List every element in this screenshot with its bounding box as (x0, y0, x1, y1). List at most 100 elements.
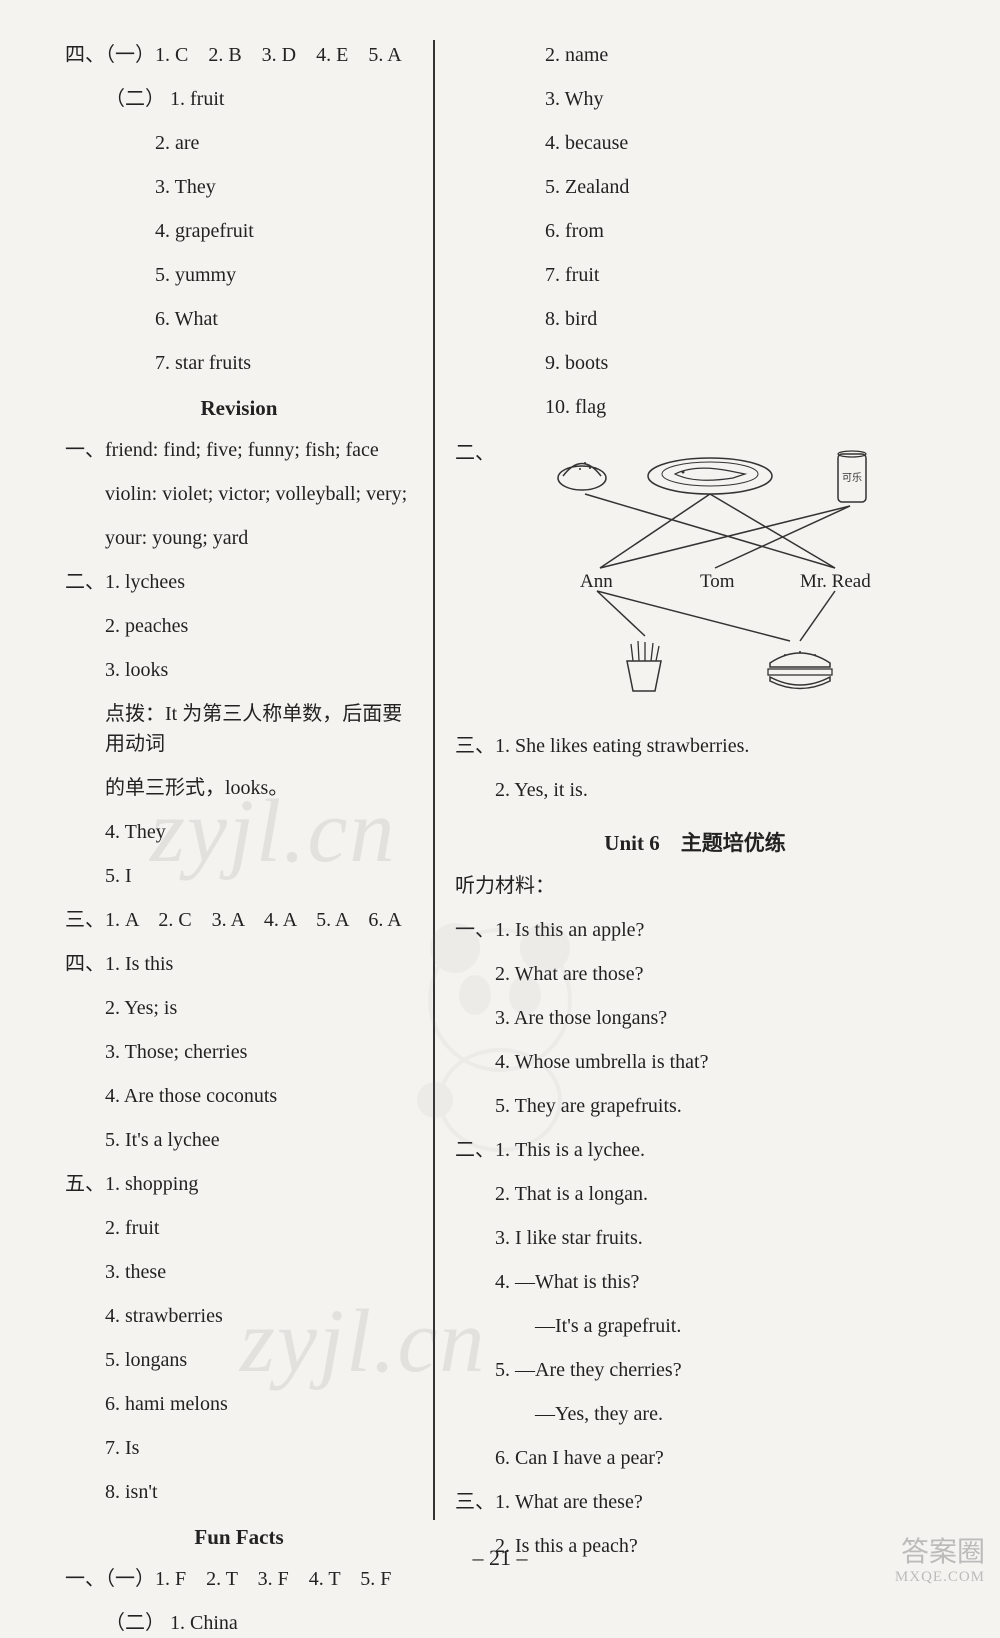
item: 5. They are grapefruits. (455, 1091, 935, 1121)
content: 1. This is a lychee. (495, 1139, 645, 1161)
text: 三、1. A 2. C 3. A 4. A 5. A 6. A (65, 905, 413, 935)
section-title-funfacts: Fun Facts (65, 1525, 413, 1550)
label: 二、 (65, 571, 105, 593)
item: 7. fruit (455, 260, 935, 290)
item: 7. Is (65, 1433, 413, 1463)
item: 6. hami melons (65, 1389, 413, 1419)
text: 三、1. She likes eating strawberries. (455, 731, 935, 761)
section-title-revision: Revision (65, 396, 413, 421)
note: 的单三形式，looks。 (65, 773, 413, 803)
label: 五、 (65, 1173, 105, 1195)
text: 二、1. This is a lychee. (455, 1135, 935, 1165)
item: 8. bird (455, 304, 935, 334)
item: 3. Are those longans? (455, 1003, 935, 1033)
text: violin: violet; victor; volleyball; very… (65, 479, 413, 509)
item: 3. Why (455, 84, 935, 114)
item: 5. It's a lychee (65, 1125, 413, 1155)
item: 2. Yes; is (65, 993, 413, 1023)
item: 4. —What is this? (455, 1267, 935, 1297)
text: 五、1. shopping (65, 1169, 413, 1199)
content: 1. What are these? (495, 1491, 643, 1513)
fish-plate-icon (645, 446, 775, 502)
text: （二） 1. fruit (65, 84, 413, 114)
content: 1. lychees (105, 571, 185, 593)
label: 二、 (455, 1139, 495, 1161)
person-tom: Tom (700, 571, 735, 593)
item: 3. I like star fruits. (455, 1223, 935, 1253)
item: 2. fruit (65, 1213, 413, 1243)
diagram-row: 二、 可乐 Ann Tom Mr. Read (455, 436, 935, 731)
note: 点拨：It 为第三人称单数，后面要用动词 (65, 699, 413, 759)
text: 一、friend: find; five; funny; fish; face (65, 435, 413, 465)
corner-watermark: 答案圈 MXQE.COM (895, 1538, 985, 1585)
item: 4. Whose umbrella is that? (455, 1047, 935, 1077)
item: —It's a grapefruit. (455, 1311, 935, 1341)
item: 2. peaches (65, 611, 413, 641)
item: 6. What (65, 304, 413, 334)
text: 四、（一）1. C 2. B 3. D 4. E 5. A (65, 40, 413, 70)
fries-icon (615, 636, 670, 702)
item: 5. I (65, 861, 413, 891)
item: 3. these (65, 1257, 413, 1287)
item: 3. They (65, 172, 413, 202)
item: 2. What are those? (455, 959, 935, 989)
item: 5. —Are they cherries? (455, 1355, 935, 1385)
item: 5. yummy (65, 260, 413, 290)
label: 三、 (455, 735, 495, 757)
item: 4. Are those coconuts (65, 1081, 413, 1111)
item: 2. Yes, it is. (455, 775, 935, 805)
cola-icon: 可乐 (830, 446, 875, 512)
item: 4. because (455, 128, 935, 158)
page-content: 四、（一）1. C 2. B 3. D 4. E 5. A （二） 1. fru… (0, 0, 1000, 1540)
sub-label: （二） (105, 1612, 165, 1634)
item: 4. strawberries (65, 1301, 413, 1331)
item: 4. They (65, 817, 413, 847)
right-column: 2. name 3. Why 4. because 5. Zealand 6. … (440, 40, 950, 1520)
content: 1. shopping (105, 1173, 198, 1195)
item: 5. Zealand (455, 172, 935, 202)
item: 8. isn't (65, 1477, 413, 1507)
label: 三、 (455, 1491, 495, 1513)
section-label: 二、 (455, 436, 485, 731)
item: 2. That is a longan. (455, 1179, 935, 1209)
item: 4. grapefruit (65, 216, 413, 246)
item: 6. Can I have a pear? (455, 1443, 935, 1473)
item: 6. from (455, 216, 935, 246)
left-column: 四、（一）1. C 2. B 3. D 4. E 5. A （二） 1. fru… (50, 40, 428, 1520)
sub-label: （二） (105, 88, 165, 110)
item: 7. star fruits (65, 348, 413, 378)
corner-line1: 答案圈 (895, 1538, 985, 1569)
column-divider (433, 40, 435, 1520)
text: 四、1. Is this (65, 949, 413, 979)
person-mrread: Mr. Read (800, 571, 871, 593)
item: 2. are (65, 128, 413, 158)
corner-line2: MXQE.COM (895, 1569, 985, 1586)
label: 一、 (455, 919, 495, 941)
item: 1. China (170, 1612, 238, 1634)
item: —Yes, they are. (455, 1399, 935, 1429)
item: 3. looks (65, 655, 413, 685)
matching-diagram: 可乐 Ann Tom Mr. Read (515, 436, 935, 716)
item: 5. longans (65, 1345, 413, 1375)
item: 3. Those; cherries (65, 1037, 413, 1067)
text: 三、1. What are these? (455, 1487, 935, 1517)
item: 2. name (455, 40, 935, 70)
text: 一、（一）1. F 2. T 3. F 4. T 5. F (65, 1564, 413, 1594)
burger-icon (760, 641, 840, 702)
svg-text:可乐: 可乐 (842, 472, 862, 484)
label: 一、 (65, 439, 105, 461)
item: 9. boots (455, 348, 935, 378)
content: 1. She likes eating strawberries. (495, 735, 749, 757)
label: 四、 (65, 953, 105, 975)
listening-label: 听力材料： (455, 871, 935, 901)
item: 1. fruit (170, 88, 224, 110)
text: 一、1. Is this an apple? (455, 915, 935, 945)
text: your: young; yard (65, 523, 413, 553)
content: 1. Is this (105, 953, 173, 975)
text: 二、1. lychees (65, 567, 413, 597)
text: （二） 1. China (65, 1608, 413, 1638)
section-title-unit6: Unit 6 主题培优练 (455, 827, 935, 857)
item: 10. flag (455, 392, 935, 422)
content: 1. Is this an apple? (495, 919, 644, 941)
content: friend: find; five; funny; fish; face (105, 439, 379, 461)
